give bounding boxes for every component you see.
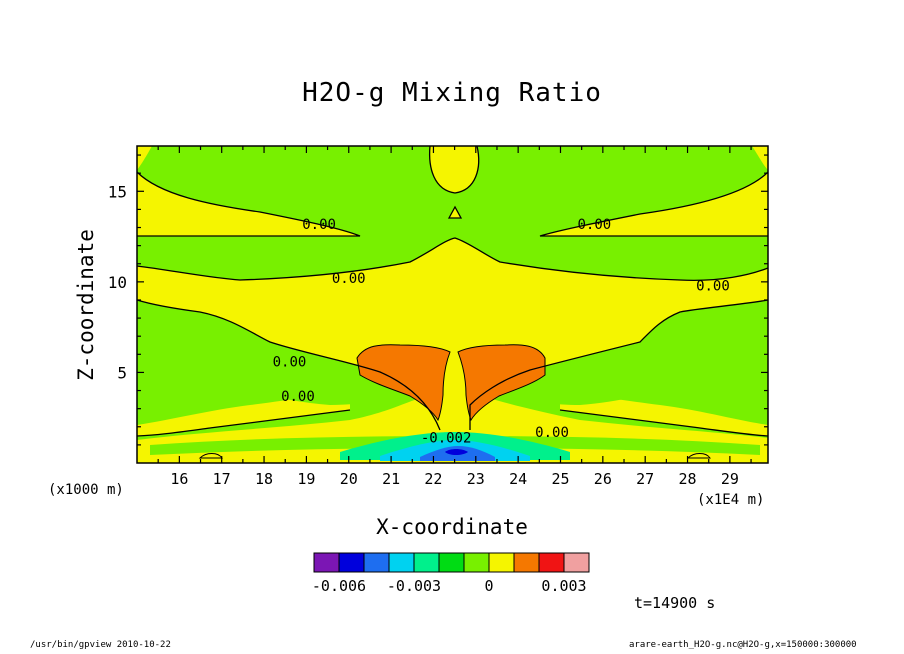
colorbar-swatch-1: [338, 552, 365, 573]
colorbar-tick-label-2: 0: [484, 577, 493, 595]
contour-lines: [136, 145, 769, 437]
contour-label-3: 0.00: [696, 278, 730, 294]
y-tick-label-0: 5: [117, 363, 127, 382]
region-darkblue-spot: [445, 449, 468, 455]
region-yellow-upper-right: [540, 172, 768, 236]
colorbar-swatch-2: [363, 552, 390, 573]
region-green-right-wedge: [500, 366, 690, 405]
colorbar-swatch-7: [488, 552, 515, 573]
colorbar-swatch-8: [513, 552, 540, 573]
contour-label-4: 0.00: [273, 355, 307, 371]
time-label: t=14900 s: [634, 594, 716, 612]
colorbar-tick-label-1: -0.003: [387, 577, 441, 595]
plot-frame: [136, 145, 769, 464]
contour-line-lower-right: [559, 409, 769, 437]
x-tick-label-8: 24: [509, 470, 527, 488]
colorbar-tick-label-0: -0.006: [312, 577, 366, 595]
x-axis-label: X-coordinate: [376, 515, 528, 539]
x-tick-label-7: 23: [467, 470, 485, 488]
footer-right: arare-earth_H2O-g.nc@H2O-g,x=150000:3000…: [629, 640, 857, 650]
y-axis-label: Z-coordinate: [74, 229, 98, 381]
contour-label-7: -0.002: [421, 431, 472, 447]
plot-area: [136, 145, 769, 463]
x-tick-label-11: 27: [636, 470, 654, 488]
region-orange-left: [356, 344, 451, 422]
colorbar-tick-label-3: 0.003: [541, 577, 586, 595]
x-ticks: [157, 146, 752, 463]
contour-line-main-bottom-right: [469, 299, 769, 430]
y-axis-multiplier: (x1000 m): [48, 482, 124, 498]
y-ticks: [137, 154, 768, 446]
x-axis-multiplier: (x1E4 m): [697, 492, 765, 508]
region-yellow-top-left: [137, 146, 152, 170]
region-yellow-triangle: [449, 207, 461, 218]
x-tick-label-5: 21: [382, 470, 400, 488]
y-tick-label-2: 15: [108, 182, 127, 201]
colorbar: [313, 552, 590, 573]
chart-title: H2O-g Mixing Ratio: [302, 78, 602, 108]
x-tick-label-13: 29: [721, 470, 739, 488]
colorbar-swatch-10: [563, 552, 590, 573]
x-tick-labels: 16 17 18 19 20 21 22 23 24 25 26 27 28 29: [170, 470, 739, 488]
contour-line-triangle: [447, 205, 463, 219]
contour-line-top-blob: [428, 145, 480, 194]
x-tick-label-1: 17: [213, 470, 231, 488]
footer-left: /usr/bin/gpview 2010-10-22: [30, 640, 171, 650]
x-tick-label-2: 18: [255, 470, 273, 488]
contour-line-upper-right: [539, 171, 769, 237]
contour-label-2: 0.00: [332, 271, 366, 287]
x-tick-label-10: 26: [594, 470, 612, 488]
colorbar-swatch-4: [413, 552, 440, 573]
region-yellow-top-blob: [429, 146, 479, 193]
x-tick-label-6: 22: [424, 470, 442, 488]
contour-line-main-top: [136, 237, 769, 281]
colorbar-tick-labels: -0.006 -0.003 0 0.003: [312, 577, 587, 595]
contour-line-upper-left: [136, 171, 361, 237]
contour-label-0: 0.00: [302, 217, 336, 233]
contour-label-1: 0.00: [578, 217, 612, 233]
contour-line-main-bottom: [136, 299, 441, 431]
contour-label-6: 0.00: [535, 425, 569, 441]
region-yellow-bottom-right: [686, 453, 711, 459]
region-yellow-upper-left: [137, 172, 360, 236]
contour-label-5: 0.00: [281, 389, 315, 405]
colorbar-swatch-6: [463, 552, 490, 573]
region-yellow-top-right: [752, 146, 768, 170]
contour-labels: 0.00 0.00 0.00 0.00 0.00 0.00 0.00 -0.002: [273, 217, 730, 447]
x-tick-label-4: 20: [340, 470, 358, 488]
colorbar-swatch-0: [313, 552, 340, 573]
x-tick-label-9: 25: [551, 470, 569, 488]
region-yellow-right-band: [560, 392, 768, 436]
colorbar-swatch-3: [388, 552, 415, 573]
colorbar-swatch-9: [538, 552, 565, 573]
region-yellow-main: [137, 238, 768, 430]
x-tick-label-12: 28: [679, 470, 697, 488]
contour-line-lower-left: [136, 409, 351, 437]
y-tick-label-1: 10: [108, 273, 127, 292]
x-tick-label-0: 16: [170, 470, 188, 488]
y-tick-labels: 5 10 15: [108, 182, 127, 382]
colorbar-swatch-5: [438, 552, 465, 573]
x-tick-label-3: 19: [297, 470, 315, 488]
region-yellow-left-band: [137, 392, 350, 436]
